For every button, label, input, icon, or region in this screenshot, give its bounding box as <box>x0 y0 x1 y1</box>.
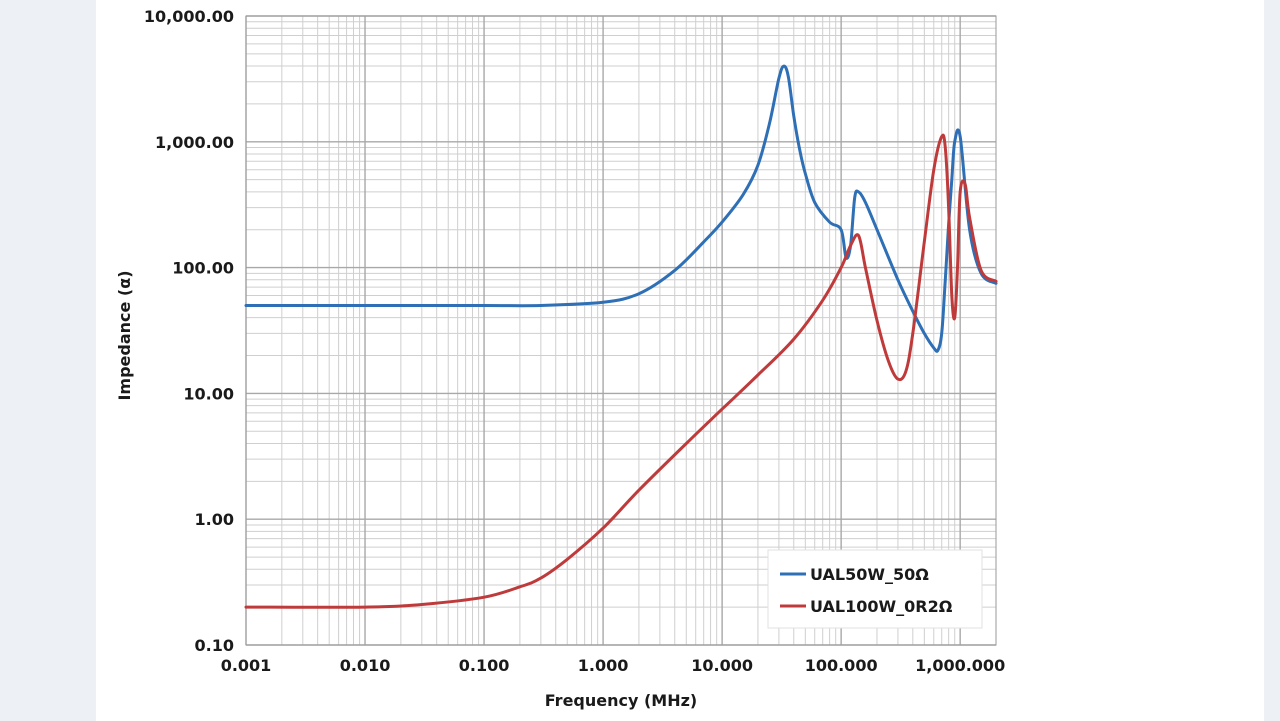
y-tick-label: 10,000.00 <box>144 7 234 26</box>
plot-frame <box>245 15 997 646</box>
legend: UAL50W_50Ω UAL100W_0R2Ω <box>767 549 983 629</box>
y-tick-label: 10.00 <box>183 384 234 403</box>
x-tick-label: 10.000 <box>691 656 753 675</box>
x-tick-label: 100.000 <box>805 656 878 675</box>
y-tick-label: 1,000.00 <box>155 133 234 152</box>
chart-card: 0.001 0.010 0.100 1.000 10.000 100.000 1,000.0… <box>96 0 1264 721</box>
series-layer <box>244 64 998 609</box>
x-tick-label: 0.001 <box>221 656 272 675</box>
x-tick-label: 0.010 <box>340 656 391 675</box>
series-line-1 <box>244 64 998 353</box>
impedance-chart: 0.001 0.010 0.100 1.000 10.000 100.000 1,000.0… <box>115 7 1005 710</box>
legend-label-1: UAL50W_50Ω <box>810 565 929 584</box>
y-tick-label: 0.10 <box>195 636 234 655</box>
x-tick-label: 0.100 <box>459 656 510 675</box>
legend-box <box>767 549 983 629</box>
series-line-2 <box>244 133 998 609</box>
x-tick-label: 1.000 <box>578 656 629 675</box>
tick-labels: 0.001 0.010 0.100 1.000 10.000 100.000 1,000.0… <box>144 7 1005 675</box>
y-tick-label: 1.00 <box>195 510 234 529</box>
legend-label-2: UAL100W_0R2Ω <box>810 597 953 616</box>
y-axis-title: Impedance (α) <box>115 270 134 400</box>
x-tick-label: 1,000.000 <box>915 656 1005 675</box>
x-axis-title: Frequency (MHz) <box>545 691 697 710</box>
y-tick-label: 100.00 <box>172 259 234 278</box>
